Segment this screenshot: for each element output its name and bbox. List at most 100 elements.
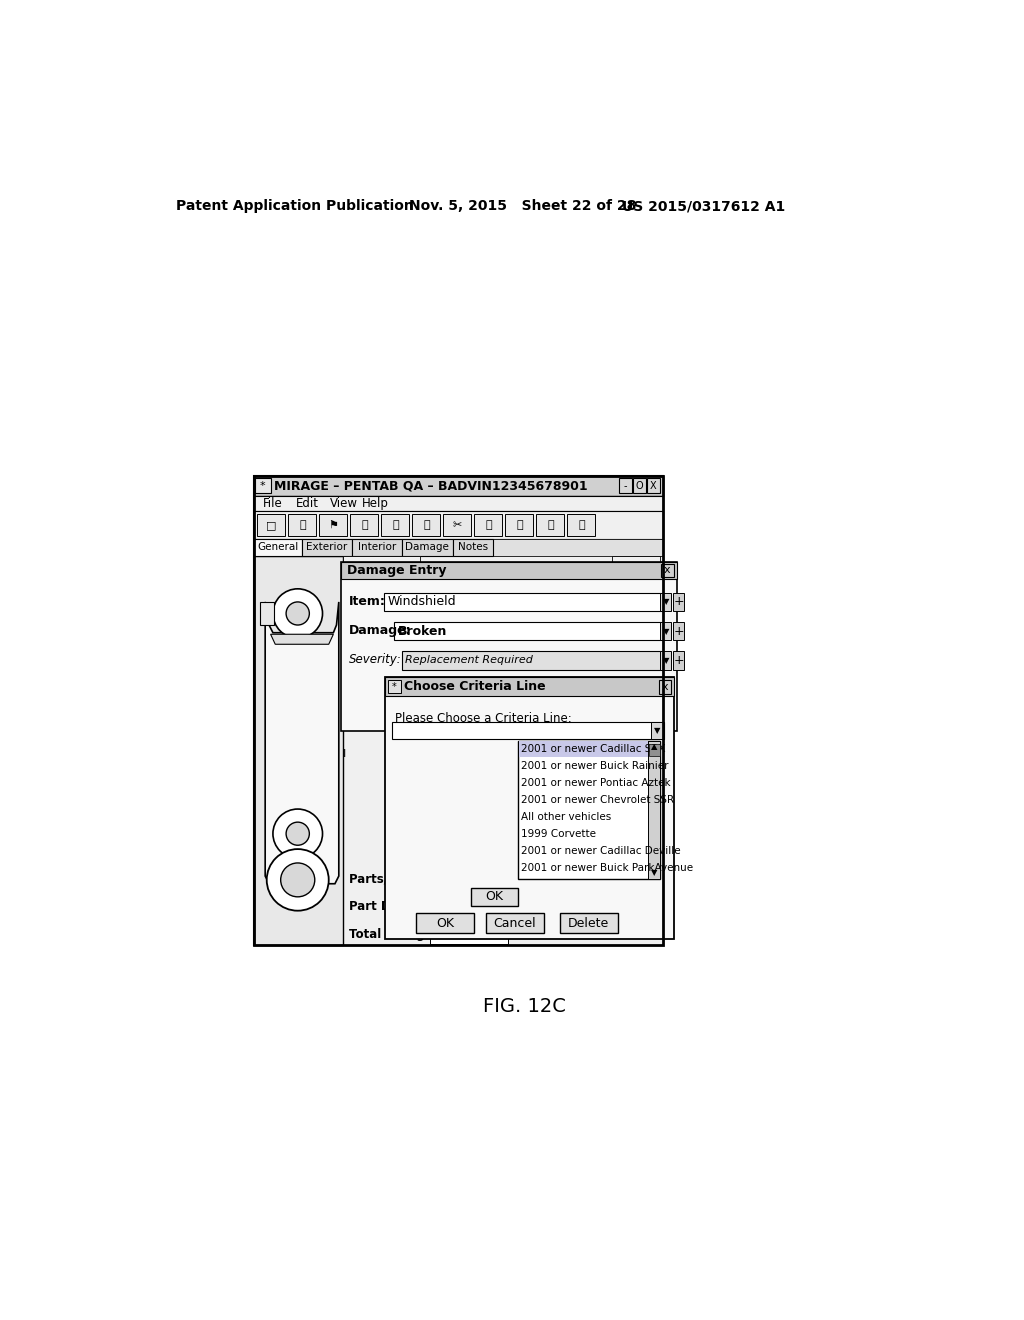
Text: 📷: 📷 (392, 520, 398, 529)
Text: Broken: Broken (397, 624, 447, 638)
Text: I: I (343, 750, 346, 759)
Text: Windshield: Windshield (388, 595, 457, 609)
Text: 2001 or newer Cadillac Deville: 2001 or newer Cadillac Deville (521, 846, 681, 855)
Text: E: E (394, 620, 401, 631)
Bar (518, 741, 648, 758)
Bar (391, 722, 664, 739)
Bar (254, 511, 663, 539)
Polygon shape (265, 602, 339, 884)
Bar (647, 478, 659, 494)
Bar (453, 539, 493, 556)
Text: Exterior: Exterior (306, 543, 347, 552)
Text: Total Charges:: Total Charges: (349, 928, 444, 941)
Text: Severity:: Severity: (349, 653, 401, 667)
Text: 2001 or newer Buick Rainier: 2001 or newer Buick Rainier (521, 760, 669, 771)
Text: Replacement Required: Replacement Required (406, 656, 534, 665)
Text: Item:: Item: (349, 594, 386, 607)
Text: Select an: Select an (346, 566, 395, 576)
Text: Ch: Ch (346, 653, 359, 663)
Circle shape (273, 809, 323, 858)
Bar (389, 616, 407, 635)
Bar (430, 928, 508, 944)
Text: Re: Re (346, 681, 358, 690)
Text: ▲: ▲ (651, 742, 657, 751)
Bar (254, 556, 663, 945)
Bar (649, 743, 659, 756)
Text: 2001 or newer Chevrolet SSR: 2001 or newer Chevrolet SSR (521, 795, 674, 805)
Text: Patent Application Publication: Patent Application Publication (176, 199, 414, 213)
Bar (659, 622, 672, 640)
Bar (254, 475, 663, 496)
Text: ▼: ▼ (663, 656, 669, 665)
Text: X: X (650, 480, 656, 491)
Text: 🎬: 🎬 (423, 520, 430, 529)
Bar (443, 515, 471, 536)
Text: Interior: Interior (357, 543, 396, 552)
Bar (350, 515, 378, 536)
Text: 🚗: 🚗 (299, 520, 306, 529)
Bar (506, 515, 534, 536)
Text: I: I (343, 665, 346, 675)
Bar (254, 496, 663, 511)
Text: US 2015/0317612 A1: US 2015/0317612 A1 (623, 199, 785, 213)
Bar (254, 475, 663, 945)
Bar (341, 562, 677, 731)
Text: +: + (674, 624, 684, 638)
Bar (659, 651, 672, 669)
Text: 2001 or newer Cadillac SRX: 2001 or newer Cadillac SRX (521, 744, 666, 754)
Text: +: + (674, 595, 684, 609)
Bar (254, 539, 663, 556)
Text: x: x (662, 681, 669, 692)
Text: ▼: ▼ (663, 598, 669, 606)
Bar (319, 515, 347, 536)
Bar (341, 562, 677, 579)
Bar (471, 887, 518, 906)
Text: Action: Action (620, 579, 654, 590)
Bar (417, 913, 474, 933)
Text: O: O (636, 480, 643, 491)
Text: General: General (257, 543, 298, 552)
Bar (365, 701, 662, 726)
Bar (673, 593, 684, 611)
Text: Nov. 5, 2015   Sheet 22 of 28: Nov. 5, 2015 Sheet 22 of 28 (409, 199, 636, 213)
Text: OK: OK (485, 890, 504, 903)
Bar (442, 873, 479, 888)
Text: *: * (260, 480, 265, 491)
Bar (384, 593, 662, 611)
Bar (413, 515, 440, 536)
Text: Damage:: Damage: (349, 624, 412, 638)
Text: ▼: ▼ (654, 726, 660, 735)
Bar (341, 673, 365, 698)
Polygon shape (270, 635, 334, 644)
Bar (537, 515, 564, 536)
Circle shape (266, 849, 329, 911)
Bar (343, 616, 389, 635)
Bar (385, 677, 675, 696)
Bar (659, 593, 672, 611)
Bar (289, 515, 316, 536)
Text: OK: OK (436, 916, 454, 929)
Circle shape (286, 602, 309, 626)
Text: x: x (665, 565, 671, 576)
Bar (486, 913, 544, 933)
Bar (658, 681, 672, 693)
Bar (365, 645, 662, 671)
Bar (257, 515, 286, 536)
Bar (662, 564, 674, 577)
Bar (648, 741, 660, 879)
Bar (620, 478, 632, 494)
Text: Cancel: Cancel (494, 916, 536, 929)
Text: ✂: ✂ (453, 520, 462, 529)
Bar (567, 515, 595, 536)
Bar (254, 475, 663, 945)
Bar (381, 515, 410, 536)
Bar (651, 722, 664, 739)
Bar (474, 515, 503, 536)
Bar (401, 651, 662, 669)
Text: Choose Criteria Line: Choose Criteria Line (403, 680, 546, 693)
Text: ⚑: ⚑ (329, 520, 338, 529)
Text: Exterior: Exterior (346, 620, 390, 631)
Bar (430, 900, 508, 916)
Text: Delete: Delete (567, 916, 609, 929)
Bar (612, 556, 660, 614)
